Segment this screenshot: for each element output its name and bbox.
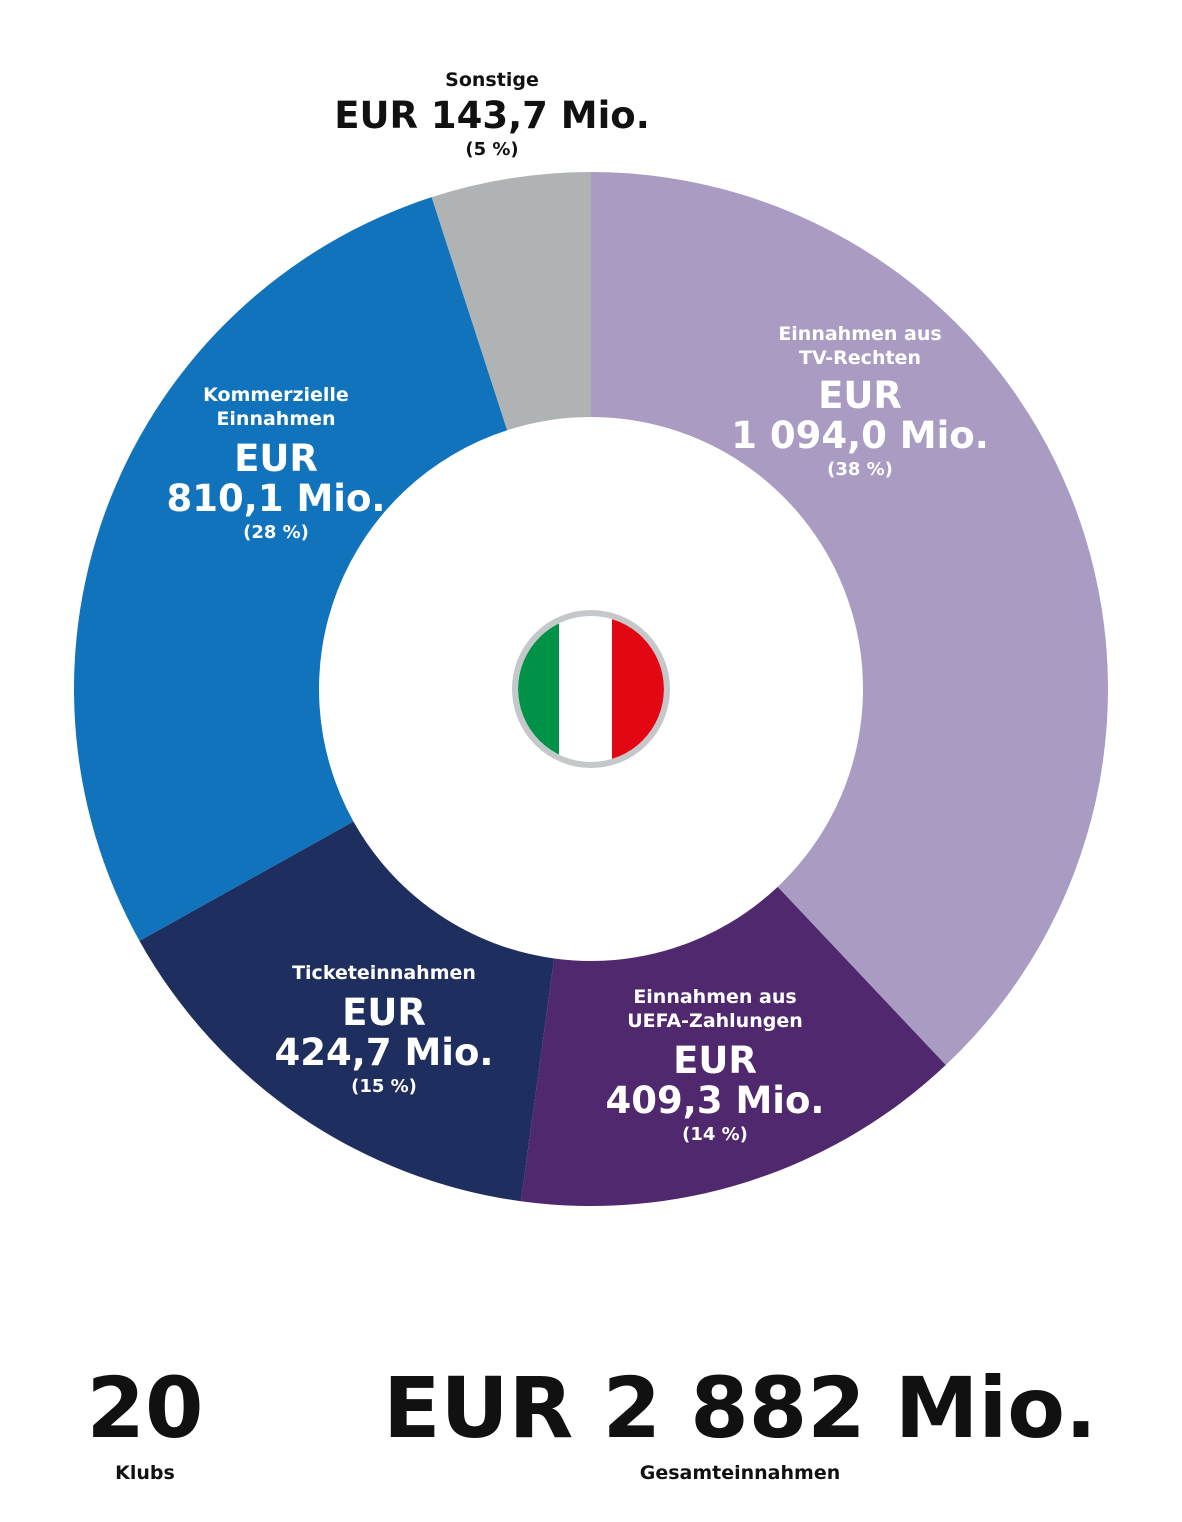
slice-name: Sonstige bbox=[445, 69, 539, 91]
slice-name: Ticketeinnahmen bbox=[292, 962, 476, 984]
total-revenue-label: Gesamteinnahmen bbox=[639, 1462, 841, 1484]
label-tv-rights: Einnahmen aus TV-Rechten EUR 1 094,0 Mio… bbox=[700, 322, 1020, 482]
slice-name: Einnahmen bbox=[216, 408, 336, 430]
slice-percent: (28 %) bbox=[243, 522, 309, 543]
label-uefa-payments: Einnahmen aus UEFA-Zahlungen EUR 409,3 M… bbox=[555, 985, 875, 1147]
donut-slice-3 bbox=[73, 197, 508, 941]
slice-name: Einnahmen aus bbox=[778, 323, 942, 345]
donut-slice-2 bbox=[139, 821, 555, 1202]
slice-percent: (15 %) bbox=[351, 1076, 417, 1097]
slice-name: UEFA-Zahlungen bbox=[627, 1010, 803, 1032]
slice-amount: EUR bbox=[673, 1039, 757, 1082]
slice-amount: EUR 143,7 Mio. bbox=[334, 94, 650, 137]
slice-amount: 409,3 Mio. bbox=[605, 1079, 825, 1122]
italy-flag-icon bbox=[512, 610, 670, 768]
donut-slice-4 bbox=[431, 172, 591, 431]
slice-percent: (5 %) bbox=[465, 139, 519, 160]
clubs-label: Klubs bbox=[115, 1462, 175, 1484]
slice-name: TV-Rechten bbox=[799, 347, 921, 369]
clubs-count: 20 bbox=[86, 1359, 204, 1457]
total-revenue: EUR 2 882 Mio. bbox=[383, 1359, 1097, 1457]
slice-amount: EUR bbox=[342, 991, 426, 1034]
donut-slice-0 bbox=[591, 172, 1108, 1066]
slice-amount: EUR bbox=[234, 437, 318, 480]
slice-amount: EUR bbox=[818, 374, 902, 417]
label-tickets: Ticketeinnahmen EUR 424,7 Mio. (15 %) bbox=[224, 961, 544, 1099]
slice-name: Kommerzielle bbox=[203, 384, 349, 406]
slice-amount: 810,1 Mio. bbox=[166, 477, 386, 520]
slice-name: Einnahmen aus bbox=[633, 986, 797, 1008]
slice-percent: (38 %) bbox=[827, 459, 893, 480]
donut-slice-1 bbox=[520, 886, 946, 1206]
slice-amount: 1 094,0 Mio. bbox=[731, 414, 989, 457]
slice-amount: 424,7 Mio. bbox=[274, 1031, 494, 1074]
label-other: Sonstige EUR 143,7 Mio. (5 %) bbox=[292, 68, 692, 162]
label-commercial: Kommerzielle Einnahmen EUR 810,1 Mio. (2… bbox=[116, 383, 436, 545]
slice-percent: (14 %) bbox=[682, 1124, 748, 1145]
